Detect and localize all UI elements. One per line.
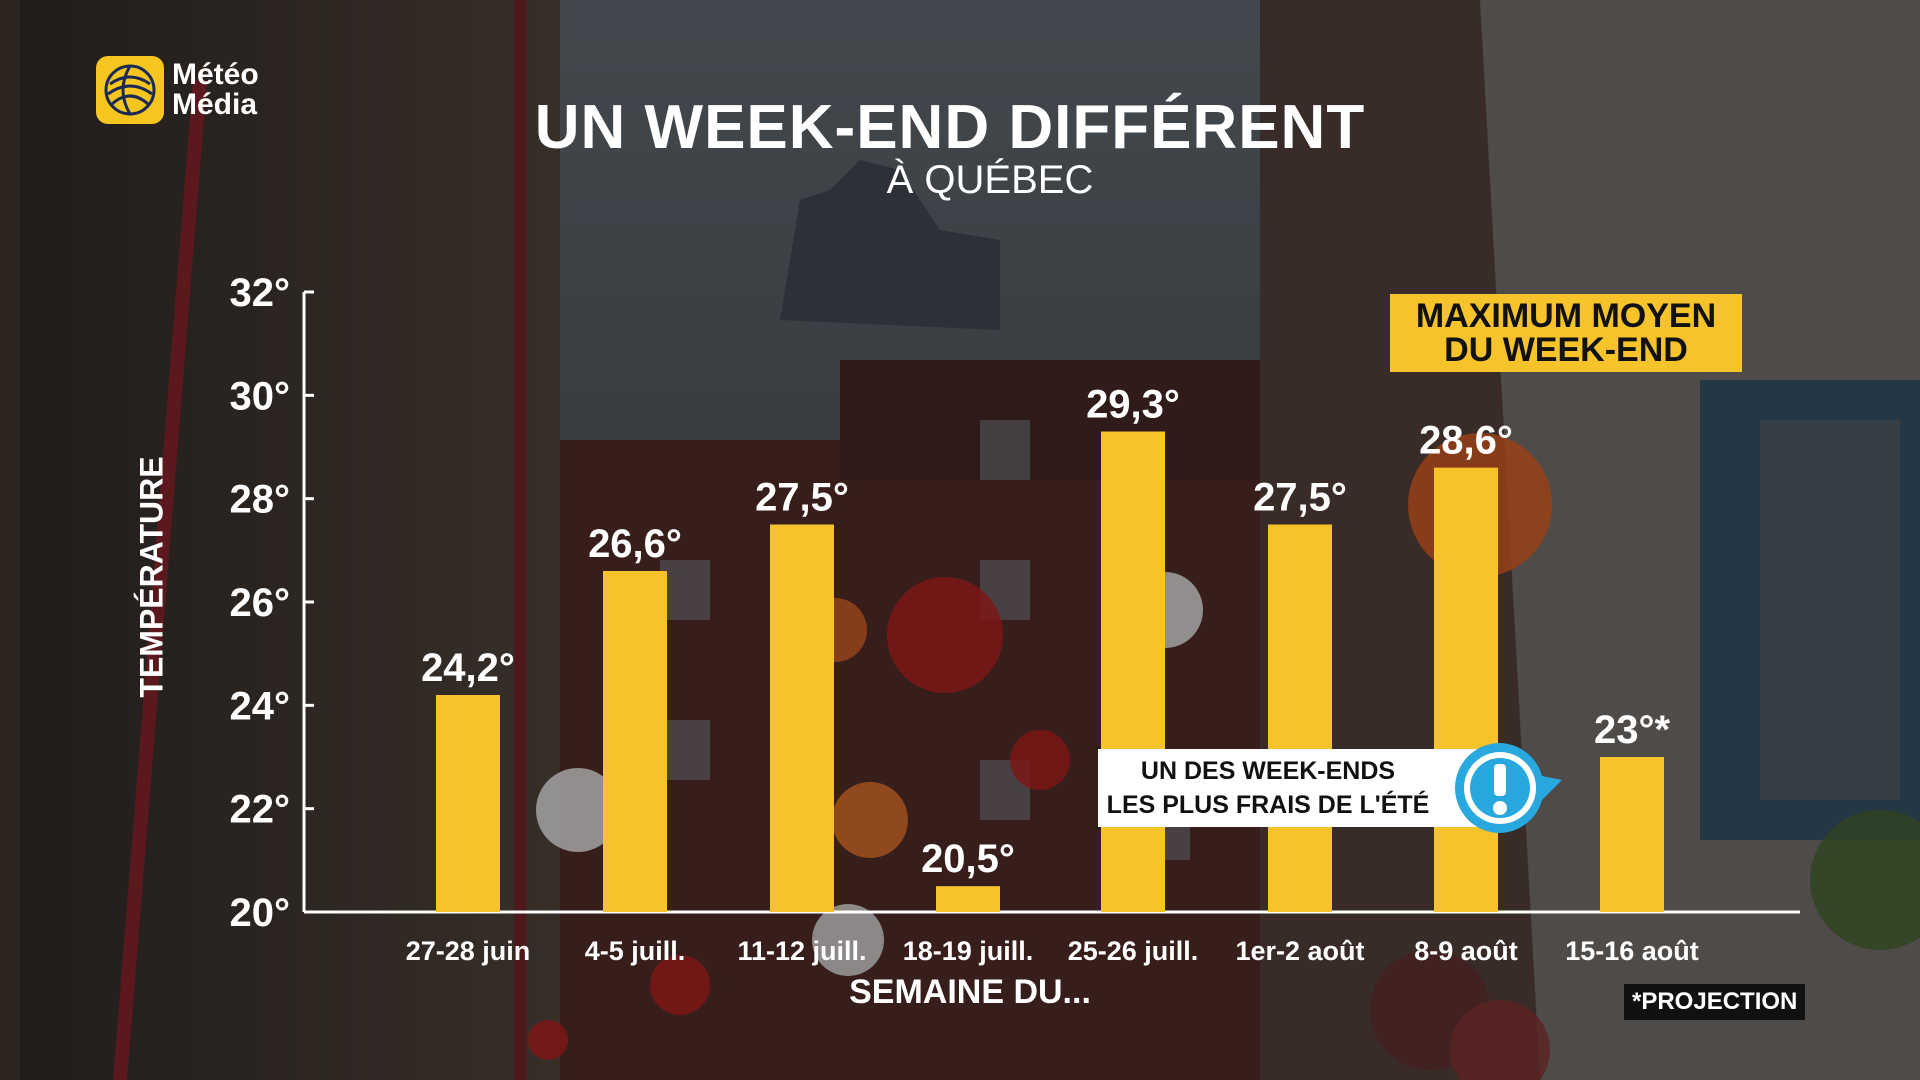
bar <box>1268 524 1332 912</box>
bar <box>770 524 834 912</box>
brand-wordmark: Météo Média <box>172 60 259 120</box>
bar-value-label: 20,5° <box>921 837 1015 881</box>
y-tick-label: 28° <box>230 478 291 522</box>
brand-line-1: Météo <box>172 58 259 91</box>
legend-badge: MAXIMUM MOYEN DU WEEK-END <box>1390 294 1742 372</box>
y-tick-label: 20° <box>230 891 291 935</box>
meteomedia-logo: Météo Média <box>96 56 259 124</box>
badge-line-2: DU WEEK-END <box>1444 331 1688 369</box>
chart-subtitle: À QUÉBEC <box>886 158 1094 202</box>
y-tick-label: 24° <box>230 684 291 728</box>
brand-line-2: Média <box>172 88 258 121</box>
bar-value-label: 24,2° <box>421 646 515 690</box>
x-tick-label: 25-26 juill. <box>1068 936 1199 966</box>
y-tick-label: 26° <box>230 581 291 625</box>
exclamation-icon <box>1450 738 1570 838</box>
x-tick-label: 27-28 juin <box>406 936 531 966</box>
x-tick-label: 11-12 juill. <box>737 936 866 966</box>
y-tick-label: 22° <box>230 788 291 832</box>
x-tick-label: 8-9 août <box>1414 936 1518 966</box>
bar <box>1434 467 1498 912</box>
projection-footnote: *PROJECTION <box>1624 984 1806 1020</box>
badge-line-1: MAXIMUM MOYEN <box>1415 297 1717 335</box>
bar-value-label: 29,3° <box>1086 383 1180 427</box>
y-tick-label: 30° <box>230 374 291 418</box>
x-axis-label: SEMAINE DU... <box>849 973 1091 1011</box>
callout-line-1: UN DES WEEK-ENDS <box>1140 757 1396 785</box>
y-tick-label: 32° <box>230 271 291 315</box>
bar <box>1101 431 1165 912</box>
x-tick-label: 4-5 juill. <box>585 936 686 966</box>
x-tick-label: 15-16 août <box>1565 936 1699 966</box>
bar <box>1600 757 1664 912</box>
globe-logo-icon <box>96 56 164 124</box>
chart-title: UN WEEK-END DIFFÉRENT <box>534 93 1366 162</box>
callout-line-2: LES PLUS FRAIS DE L'ÉTÉ <box>1106 791 1430 819</box>
bar <box>936 886 1000 912</box>
bar <box>436 695 500 912</box>
x-tick-label: 1er-2 août <box>1235 936 1364 966</box>
bar-value-label: 27,5° <box>1253 476 1347 520</box>
x-tick-label: 18-19 juill. <box>903 936 1034 966</box>
bar <box>603 571 667 912</box>
bar-value-label: 28,6° <box>1419 419 1513 463</box>
bar-value-label: 27,5° <box>755 476 849 520</box>
bar-value-label: 23°* <box>1594 708 1670 752</box>
bar-value-label: 26,6° <box>588 522 682 566</box>
cool-weekend-callout: UN DES WEEK-ENDS LES PLUS FRAIS DE L'ÉTÉ <box>1098 749 1478 827</box>
